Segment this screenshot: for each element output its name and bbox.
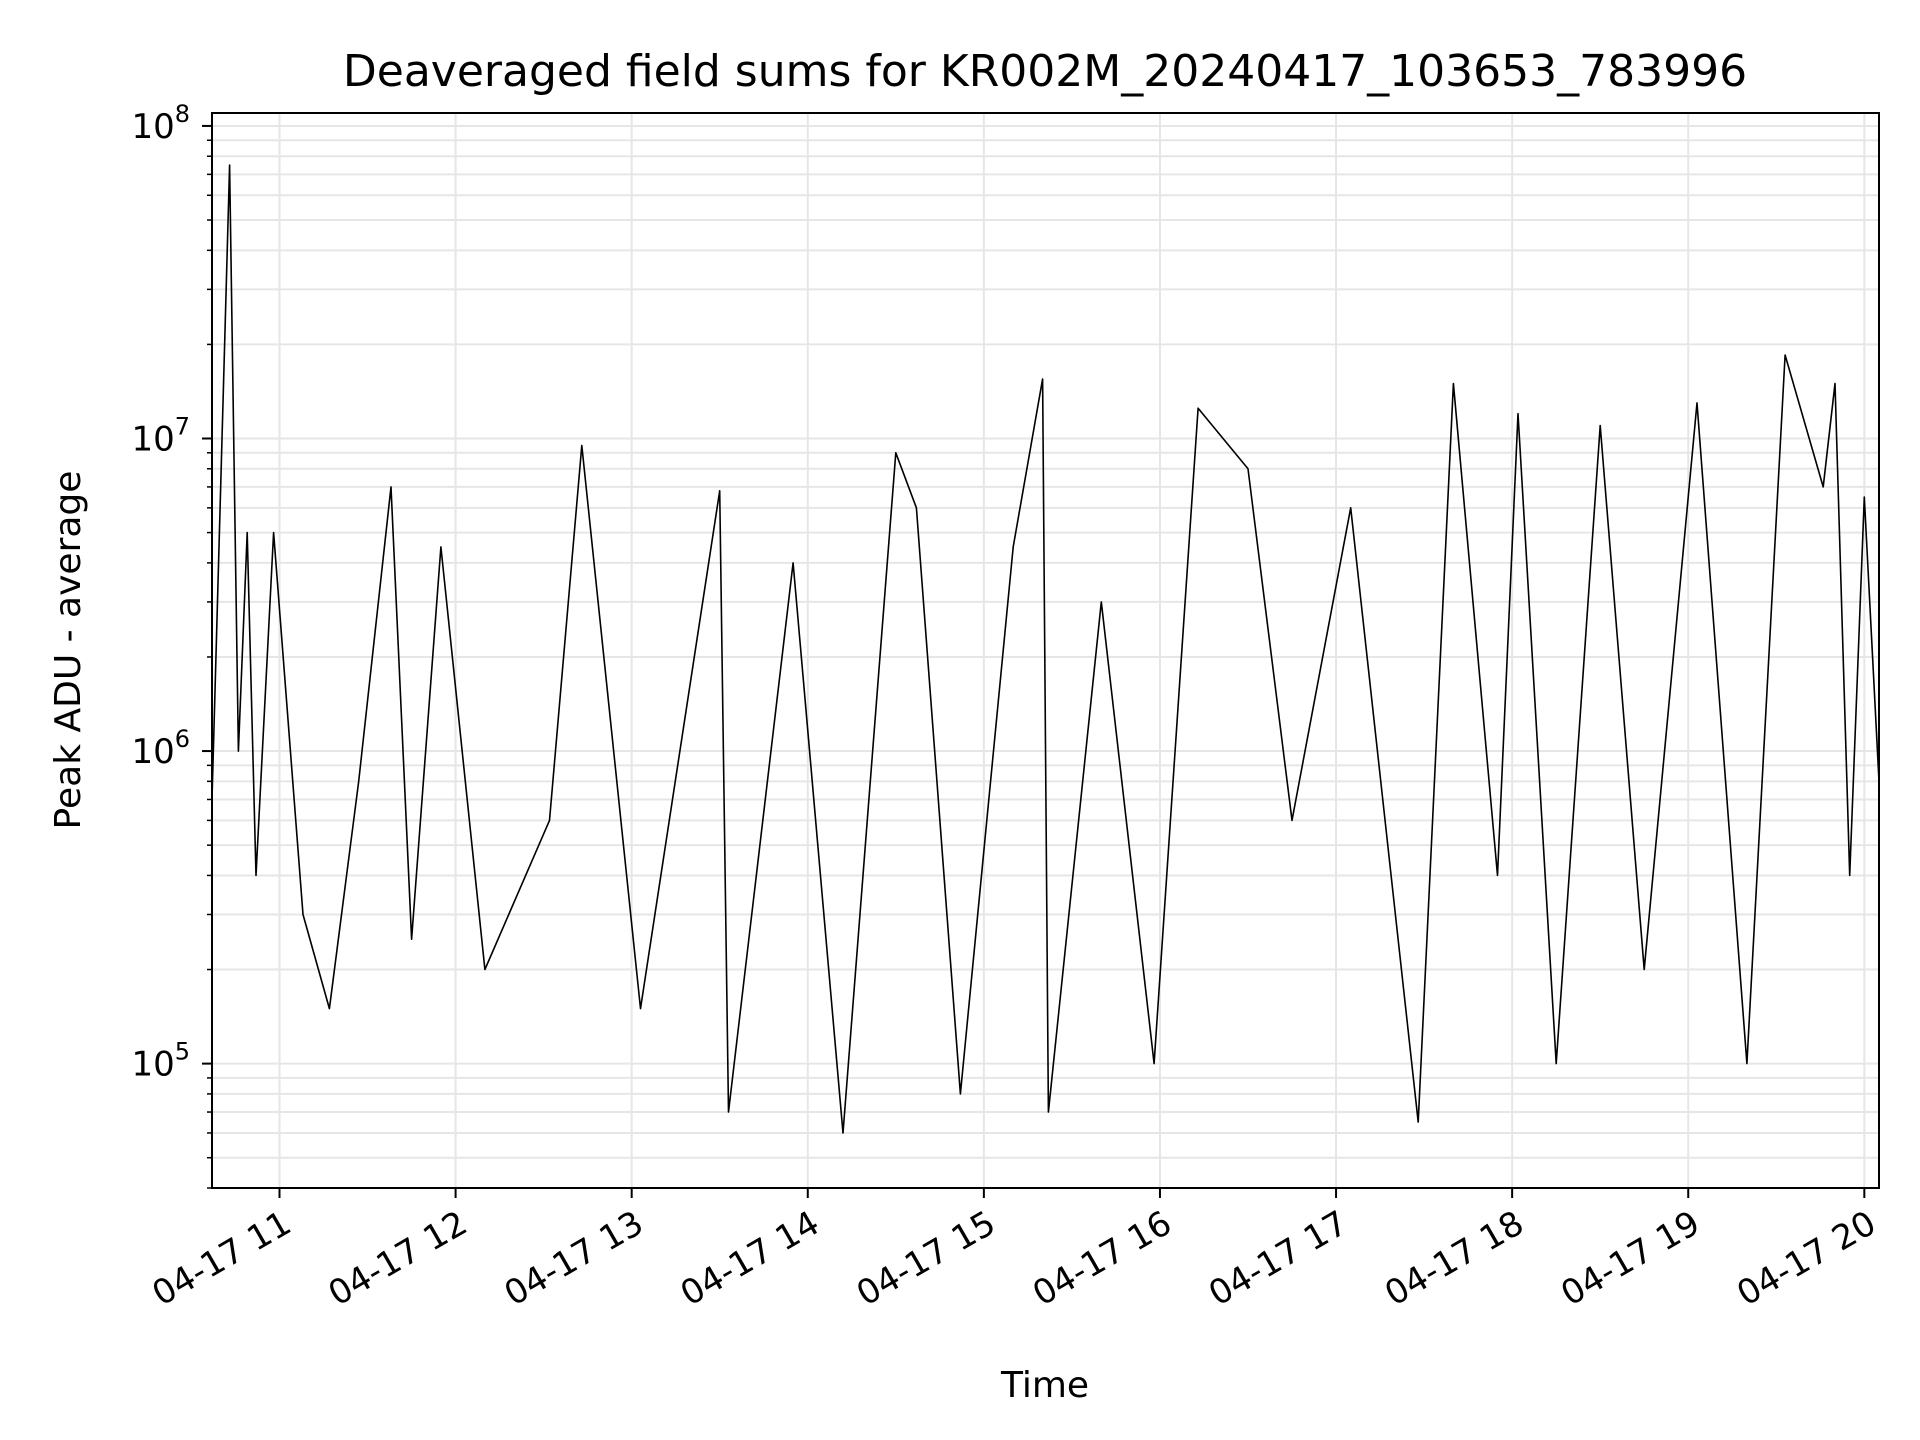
y-tick-base: 10 <box>131 732 174 772</box>
y-tick-exponent: 6 <box>175 725 190 753</box>
chart-title: Deaveraged field sums for KR002M_2024041… <box>343 46 1747 97</box>
y-tick-label: 108 <box>131 100 190 147</box>
x-tick-label: 04-17 11 <box>146 1203 298 1314</box>
series-line <box>211 164 1880 1134</box>
y-tick-exponent: 5 <box>175 1038 190 1066</box>
x-tick-label: 04-17 12 <box>322 1203 474 1314</box>
y-tick-exponent: 7 <box>175 412 190 440</box>
y-axis-label: Peak ADU - average <box>48 471 89 830</box>
y-tick-label: 107 <box>131 412 190 459</box>
y-tick-label: 105 <box>131 1038 190 1085</box>
plot-frame <box>211 112 1880 1189</box>
y-tick-base: 10 <box>131 107 174 147</box>
x-tick-label: 04-17 20 <box>1730 1203 1882 1314</box>
x-tick-label: 04-17 15 <box>850 1203 1002 1314</box>
x-tick-label: 04-17 13 <box>498 1203 650 1314</box>
x-tick-label: 04-17 17 <box>1202 1203 1354 1314</box>
x-tick-label: 04-17 18 <box>1378 1203 1530 1314</box>
x-tick-label: 04-17 16 <box>1026 1203 1178 1314</box>
x-tick-label: 04-17 14 <box>674 1203 826 1314</box>
x-axis-label: Time <box>1000 1365 1089 1406</box>
y-tick-label: 106 <box>131 725 190 772</box>
series-layer <box>211 164 1880 1134</box>
y-tick-exponent: 8 <box>175 100 190 128</box>
y-tick-base: 10 <box>131 1045 174 1085</box>
x-tick-label: 04-17 19 <box>1554 1203 1706 1314</box>
y-tick-base: 10 <box>131 419 174 459</box>
